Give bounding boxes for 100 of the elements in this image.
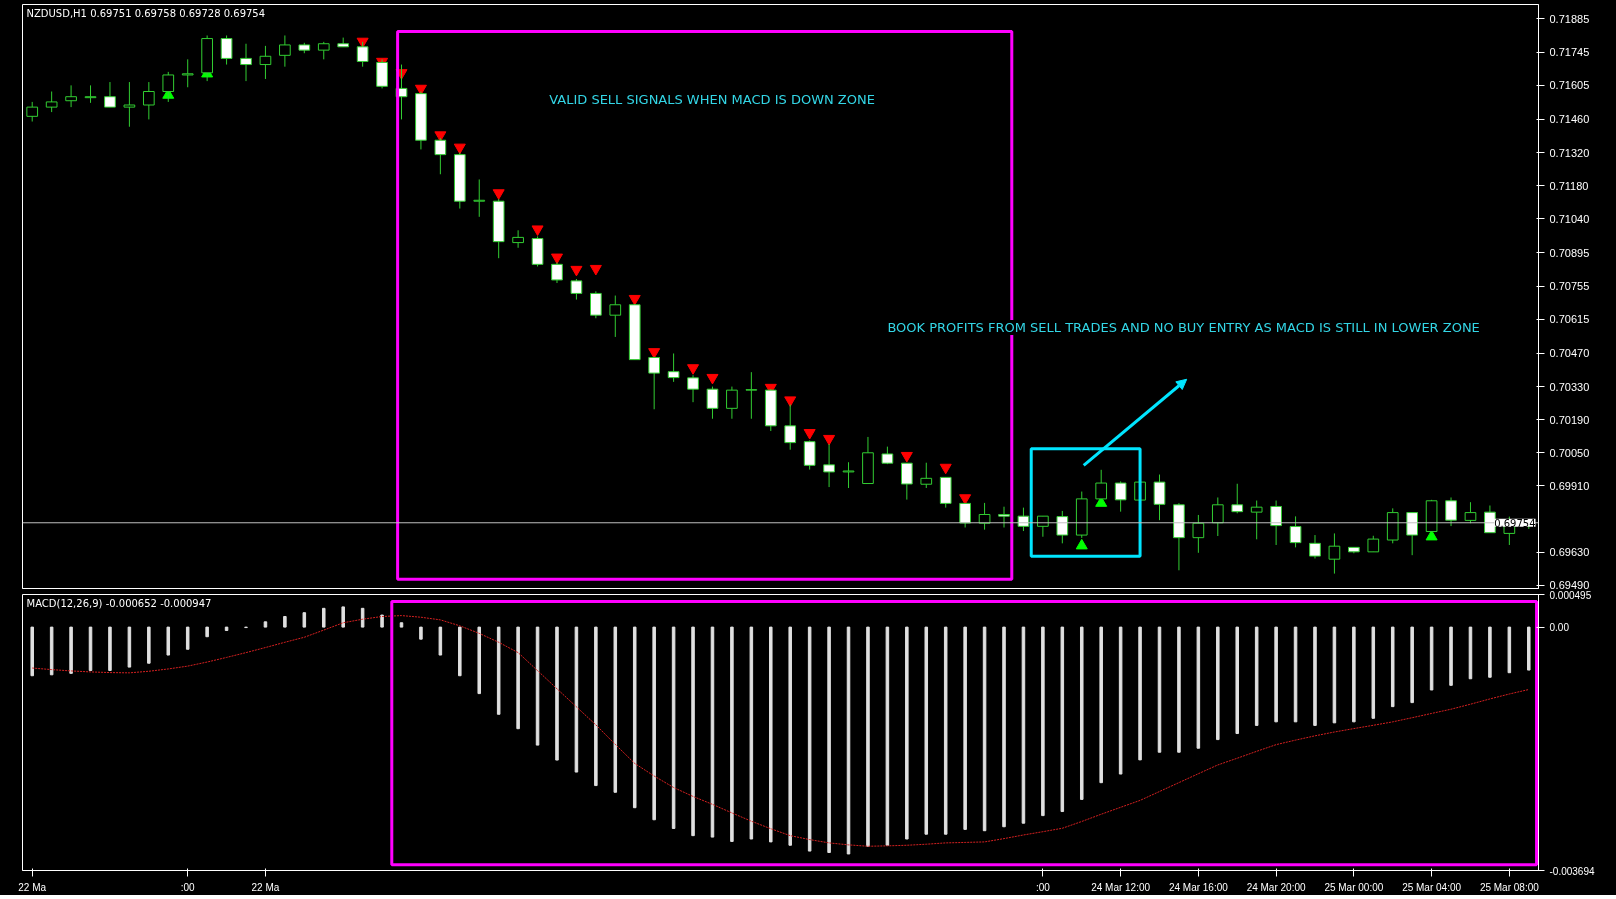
y-tick-label: 0.69630 bbox=[1549, 546, 1590, 559]
bar bbox=[1507, 626, 1512, 674]
y-tick-label: 0.69910 bbox=[1549, 479, 1590, 492]
candlestick bbox=[45, 91, 58, 113]
candlestick bbox=[142, 81, 155, 120]
x-tick-label: 22 Ma bbox=[18, 881, 47, 893]
bar bbox=[438, 626, 443, 656]
point bbox=[589, 264, 602, 276]
bar bbox=[924, 626, 929, 835]
candlestick bbox=[570, 278, 583, 301]
bar bbox=[652, 626, 656, 821]
x-tick-label: 24 Mar 16:00 bbox=[1168, 881, 1229, 893]
bar bbox=[1527, 626, 1531, 671]
bar bbox=[769, 626, 773, 843]
annotation: BOOK PROFITS FROM SELL TRADES AND NO BUY ENTRY AS MACD IS STILL IN LOWER ZONE bbox=[887, 319, 1480, 335]
bar bbox=[963, 626, 967, 830]
point bbox=[453, 143, 466, 155]
y-tick-label: 0.70470 bbox=[1549, 347, 1590, 360]
y-tick-label: 0.69490 bbox=[1549, 579, 1590, 592]
ref-line-label: 0.69754 bbox=[1494, 517, 1536, 529]
candlestick bbox=[1231, 483, 1244, 514]
candlestick bbox=[920, 462, 933, 489]
bar bbox=[632, 626, 637, 809]
candlestick bbox=[687, 374, 699, 403]
candlestick bbox=[726, 386, 738, 420]
bar bbox=[147, 626, 151, 664]
bar bbox=[399, 622, 404, 628]
candlestick bbox=[181, 58, 194, 88]
candlestick bbox=[84, 84, 97, 104]
candlestick bbox=[998, 506, 1010, 528]
x-tick-label: 24 Mar 20:00 bbox=[1246, 881, 1307, 893]
candlestick bbox=[590, 290, 602, 319]
y-tick-label: 0.71460 bbox=[1549, 113, 1590, 126]
y-tick-label: 0.00 bbox=[1549, 622, 1570, 634]
bar bbox=[943, 626, 948, 835]
bar bbox=[749, 626, 754, 840]
point bbox=[570, 265, 583, 277]
candlestick bbox=[900, 462, 913, 501]
candlestick bbox=[803, 439, 816, 471]
bar bbox=[380, 614, 384, 628]
bar bbox=[1371, 626, 1376, 719]
bar bbox=[788, 626, 792, 846]
y-tick-label: 0.71745 bbox=[1549, 46, 1590, 59]
bar bbox=[127, 626, 132, 668]
candlestick bbox=[512, 229, 524, 249]
candlestick bbox=[1406, 512, 1419, 556]
point bbox=[939, 463, 952, 475]
candlestick bbox=[1211, 496, 1224, 537]
point bbox=[823, 434, 836, 446]
candlestick bbox=[279, 34, 291, 68]
y-tick-label: 0.71885 bbox=[1549, 12, 1590, 25]
bar bbox=[1002, 626, 1006, 828]
bar bbox=[108, 626, 112, 671]
bar bbox=[1352, 626, 1356, 723]
candlestick bbox=[1328, 532, 1341, 575]
bar bbox=[613, 626, 618, 793]
x-tick-label: 22 Ma bbox=[251, 881, 280, 893]
bar bbox=[555, 626, 559, 761]
bar bbox=[1313, 626, 1317, 726]
candlestick bbox=[65, 84, 77, 108]
bar bbox=[1390, 626, 1395, 708]
candlestick bbox=[1192, 514, 1205, 554]
bar bbox=[224, 626, 229, 631]
candlestick bbox=[1270, 500, 1282, 546]
point bbox=[550, 253, 563, 265]
bar bbox=[1488, 626, 1492, 678]
bar bbox=[827, 626, 831, 854]
bar bbox=[691, 626, 695, 837]
candlestick bbox=[842, 461, 855, 489]
candlestick bbox=[1464, 501, 1477, 524]
bar bbox=[1099, 626, 1103, 784]
point bbox=[492, 189, 505, 200]
bar bbox=[516, 626, 520, 730]
candlestick bbox=[240, 43, 252, 82]
bar bbox=[885, 626, 890, 846]
point bbox=[434, 131, 447, 142]
y-tick-label: 0.70895 bbox=[1549, 247, 1590, 259]
bar bbox=[302, 612, 307, 628]
bar bbox=[49, 626, 54, 676]
candlestick bbox=[220, 34, 233, 66]
bar bbox=[1449, 626, 1453, 686]
y-tick-label: 0.71605 bbox=[1549, 79, 1590, 92]
bar bbox=[69, 626, 73, 674]
candlestick bbox=[1445, 496, 1457, 527]
y-tick-label: 0.70050 bbox=[1549, 446, 1590, 459]
bar bbox=[807, 626, 812, 852]
line-series bbox=[31, 615, 1530, 847]
bar bbox=[30, 626, 34, 677]
candlestick bbox=[1309, 534, 1321, 559]
bar bbox=[185, 626, 190, 650]
bar bbox=[341, 606, 345, 628]
bar bbox=[1254, 626, 1259, 726]
bar bbox=[205, 626, 209, 638]
bar bbox=[1138, 626, 1142, 761]
candlestick bbox=[123, 81, 136, 128]
candlestick bbox=[1056, 510, 1069, 544]
bar bbox=[1041, 626, 1045, 817]
candlestick bbox=[745, 371, 758, 420]
x-tick-label: 25 Mar 00:00 bbox=[1324, 881, 1384, 893]
bar bbox=[263, 621, 268, 628]
